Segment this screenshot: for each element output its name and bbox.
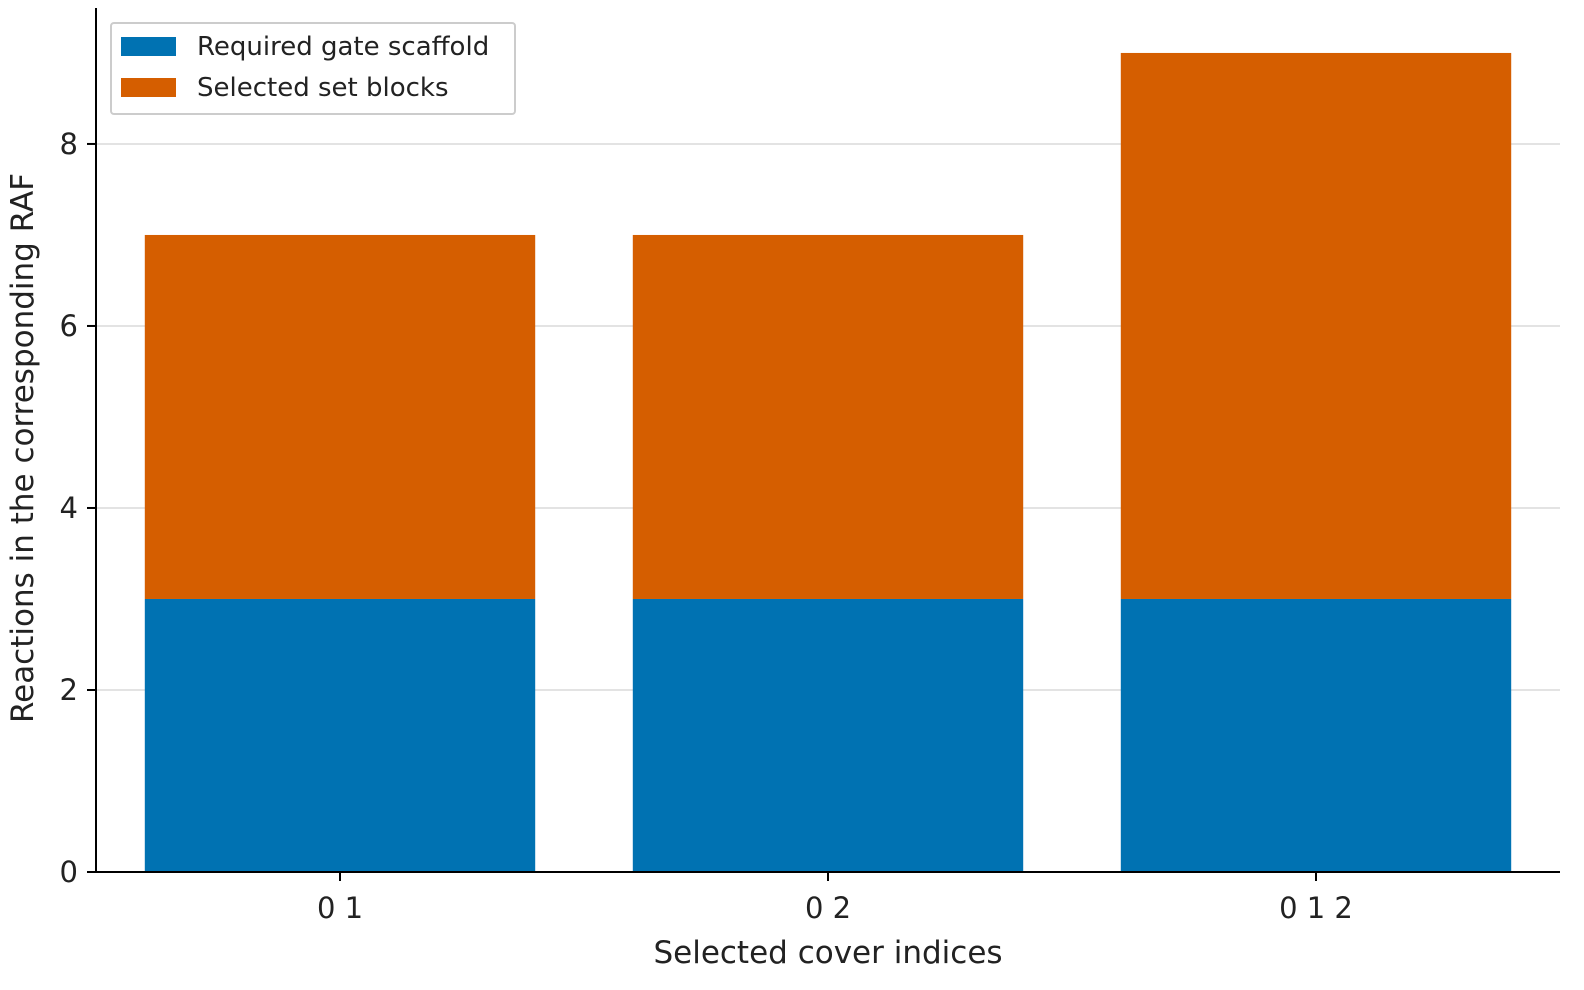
y-tick-label-0: 0 [60,855,78,889]
x-axis-title: Selected cover indices [653,935,1002,971]
bar-0-1-series-1 [144,234,536,599]
bar-0-1-2-series-1 [1120,52,1512,599]
bar-0-1-2-series-0 [1120,598,1512,872]
bars [144,52,1512,872]
x-tick-label-2: 0 1 2 [1279,891,1353,925]
bar-0-2-series-1 [632,234,1024,599]
legend-label-required-gate-scaffold: Required gate scaffold [197,32,489,62]
x-tick-label-0: 0 1 [317,891,363,925]
legend: Required gate scaffold Selected set bloc… [110,22,516,115]
bar-0-2-series-0 [632,598,1024,872]
y-tick-label-8: 8 [60,127,78,161]
y-tick-label-2: 2 [60,673,78,707]
legend-box [110,22,516,115]
bar-0-1-series-0 [144,598,536,872]
y-axis-title: Reactions in the corresponding RAF [5,173,41,723]
legend-swatch-required-gate-scaffold [121,37,176,56]
x-tick-label-1: 0 2 [805,891,851,925]
y-tick-label-6: 6 [60,309,78,343]
ticks: 0 2 4 6 8 0 1 0 2 0 1 2 [60,127,1353,925]
y-tick-label-4: 4 [60,491,78,525]
legend-swatch-selected-set-blocks [121,78,176,97]
legend-label-selected-set-blocks: Selected set blocks [197,73,449,103]
